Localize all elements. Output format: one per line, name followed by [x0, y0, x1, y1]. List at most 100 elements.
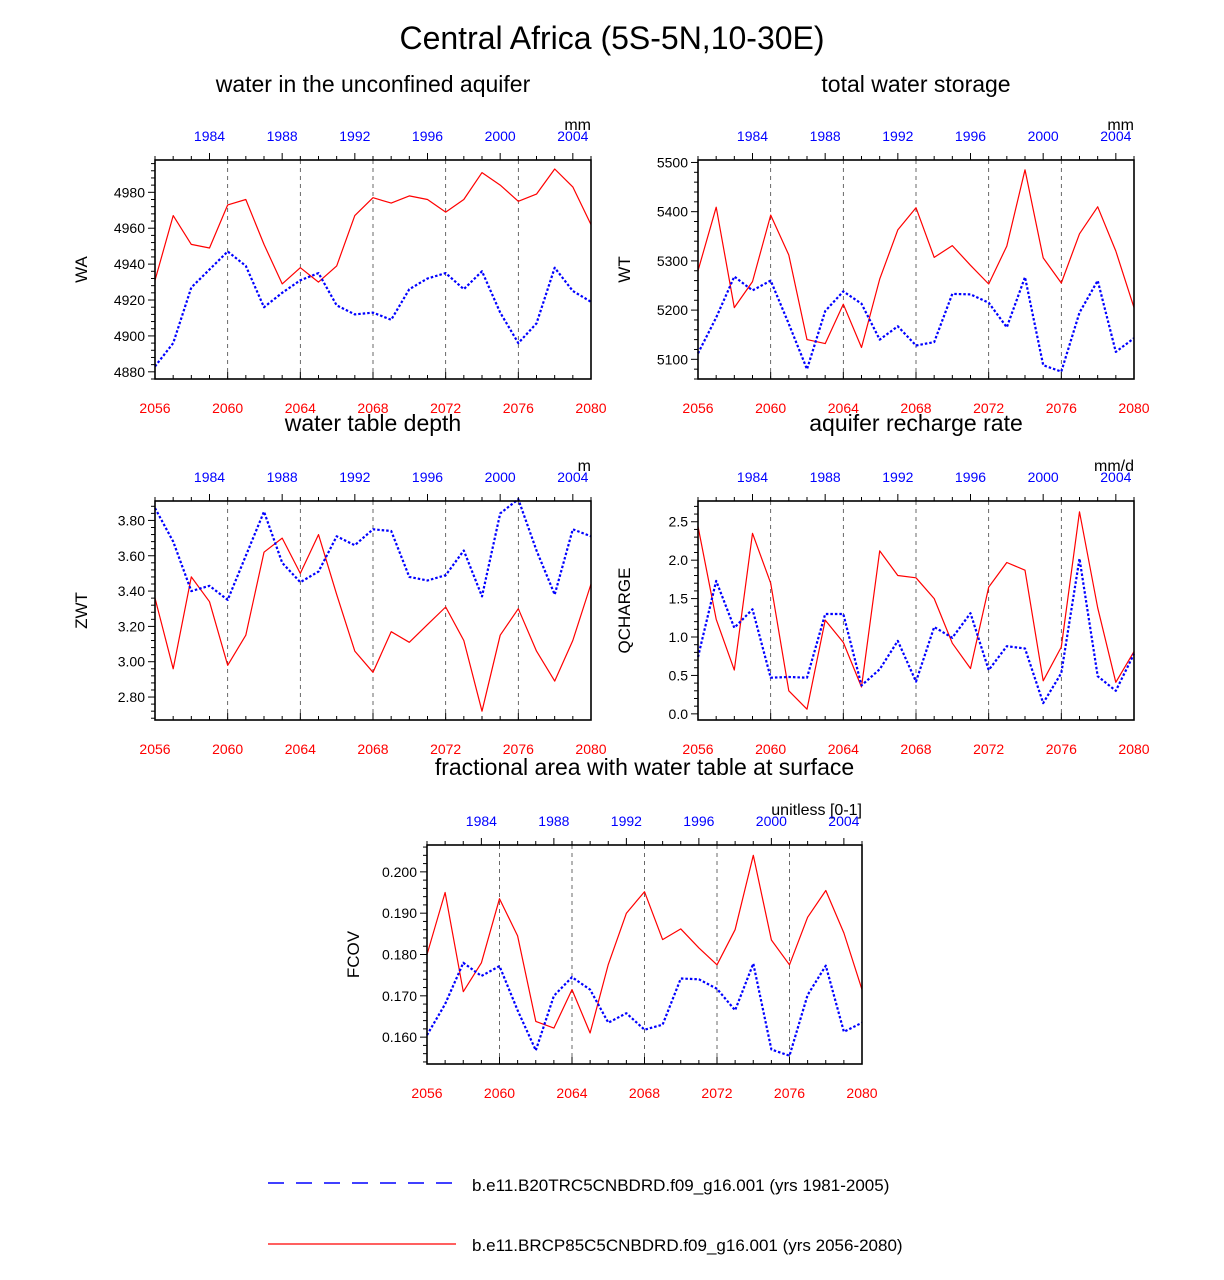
x-top-tick-label: 1996 [412, 128, 443, 144]
x-bottom-tick-label: 2056 [682, 400, 713, 416]
x-top-tick-label: 1984 [194, 128, 225, 144]
x-bottom-tick-label: 2068 [900, 741, 931, 757]
x-top-tick-label: 2004 [1100, 128, 1131, 144]
series-historical-line [696, 557, 1135, 705]
series-future-line [697, 169, 1135, 349]
x-bottom-tick-label: 2068 [629, 1085, 660, 1101]
y-tick-label: 2.0 [669, 552, 689, 568]
y-axis-label: WA [72, 255, 91, 282]
y-tick-label: 3.40 [118, 583, 145, 599]
y-tick-label: 3.60 [118, 548, 145, 564]
y-tick-label: 5300 [657, 253, 688, 269]
x-bottom-tick-label: 2072 [973, 741, 1004, 757]
x-bottom-tick-label: 2076 [503, 741, 534, 757]
x-top-tick-label: 1988 [810, 128, 841, 144]
series-future-line [426, 854, 863, 1034]
y-tick-label: 0.170 [382, 988, 417, 1004]
x-bottom-tick-label: 2064 [828, 400, 859, 416]
chart-title: fractional area with water table at surf… [435, 754, 854, 780]
x-top-tick-label: 1984 [737, 128, 768, 144]
x-top-tick-label: 2004 [828, 813, 859, 829]
y-tick-label: 0.5 [669, 667, 689, 683]
chart-fcov: fractional area with water table at surf… [344, 754, 878, 1101]
chart-wa: water in the unconfined aquifer mm WA 2056 2… [72, 71, 607, 416]
x-bottom-tick-label: 2060 [212, 741, 243, 757]
x-top-tick-label: 1984 [737, 469, 768, 485]
x-top-tick-label: 2000 [1028, 469, 1059, 485]
y-tick-label: 0.160 [382, 1029, 417, 1045]
x-bottom-tick-label: 2076 [1046, 741, 1077, 757]
chart-qcharge: aquifer recharge rate mm/d QCHARGE 2056 2060… [615, 410, 1150, 757]
x-bottom-tick-label: 2056 [682, 741, 713, 757]
series-future-line [697, 511, 1135, 710]
series-historical-line [697, 275, 1135, 373]
x-bottom-tick-label: 2064 [828, 741, 859, 757]
x-top-tick-label: 1988 [267, 128, 298, 144]
x-top-tick-label: 2004 [557, 469, 588, 485]
x-top-tick-label: 2000 [485, 128, 516, 144]
x-top-tick-label: 2000 [1028, 128, 1059, 144]
x-bottom-tick-label: 2056 [139, 741, 170, 757]
x-top-tick-label: 1988 [267, 469, 298, 485]
y-tick-label: 4880 [114, 364, 145, 380]
x-top-tick-label: 2000 [756, 813, 787, 829]
x-bottom-tick-label: 2064 [285, 400, 316, 416]
chart-title: water table depth [284, 410, 461, 436]
legend-historical-label: b.e11.B20TRC5CNBDRD.f09_g16.001 (yrs 198… [472, 1176, 890, 1195]
x-bottom-tick-label: 2068 [357, 741, 388, 757]
x-top-tick-label: 1992 [339, 469, 370, 485]
x-bottom-tick-label: 2076 [503, 400, 534, 416]
chart-units: mm [564, 117, 591, 134]
y-tick-label: 2.5 [669, 514, 689, 530]
y-tick-label: 5100 [657, 351, 688, 367]
y-tick-label: 3.00 [118, 654, 145, 670]
x-top-tick-label: 1996 [955, 469, 986, 485]
chart-title: water in the unconfined aquifer [215, 71, 531, 97]
legend-historical-line [268, 1182, 456, 1184]
x-bottom-tick-label: 2072 [430, 400, 461, 416]
x-bottom-tick-label: 2056 [139, 400, 170, 416]
x-top-tick-label: 1992 [611, 813, 642, 829]
series-future-line [154, 533, 592, 712]
y-axis-label: WT [615, 256, 634, 282]
y-tick-label: 3.20 [118, 618, 145, 634]
x-top-tick-label: 1996 [955, 128, 986, 144]
x-top-tick-label: 1988 [538, 813, 569, 829]
series-future-line [154, 168, 592, 285]
y-tick-label: 1.0 [669, 629, 689, 645]
x-bottom-tick-label: 2060 [755, 741, 786, 757]
x-bottom-tick-label: 2068 [357, 400, 388, 416]
x-top-tick-label: 2004 [557, 128, 588, 144]
x-bottom-tick-label: 2056 [411, 1085, 442, 1101]
page-title: Central Africa (5S-5N,10-30E) [399, 20, 825, 56]
y-tick-label: 1.5 [669, 591, 689, 607]
x-top-tick-label: 1984 [194, 469, 225, 485]
y-tick-label: 0.0 [669, 706, 689, 722]
y-tick-label: 4920 [114, 292, 145, 308]
x-bottom-tick-label: 2076 [1046, 400, 1077, 416]
x-bottom-tick-label: 2064 [285, 741, 316, 757]
y-axis-label: FCOV [344, 930, 363, 978]
chart-wt: total water storage mm WT 2056 2060 2064 2068 2… [615, 71, 1150, 416]
x-top-tick-label: 1984 [466, 813, 497, 829]
x-bottom-tick-label: 2080 [846, 1085, 877, 1101]
y-axis-label: ZWT [72, 592, 91, 629]
y-tick-label: 4980 [114, 184, 145, 200]
x-top-tick-label: 1988 [810, 469, 841, 485]
x-top-tick-label: 2004 [1100, 469, 1131, 485]
y-tick-label: 5400 [657, 204, 688, 220]
y-axis-label: QCHARGE [615, 568, 634, 654]
y-tick-label: 5200 [657, 302, 688, 318]
x-bottom-tick-label: 2072 [973, 400, 1004, 416]
x-bottom-tick-label: 2080 [575, 400, 606, 416]
x-bottom-tick-label: 2072 [430, 741, 461, 757]
y-tick-label: 0.180 [382, 947, 417, 963]
x-bottom-tick-label: 2080 [575, 741, 606, 757]
x-top-tick-label: 1996 [683, 813, 714, 829]
x-bottom-tick-label: 2076 [774, 1085, 805, 1101]
x-bottom-tick-label: 2080 [1118, 400, 1149, 416]
chart-units: mm/d [1094, 458, 1134, 475]
x-bottom-tick-label: 2064 [556, 1085, 587, 1101]
series-historical-line [154, 250, 592, 368]
chart-title: aquifer recharge rate [809, 410, 1023, 436]
